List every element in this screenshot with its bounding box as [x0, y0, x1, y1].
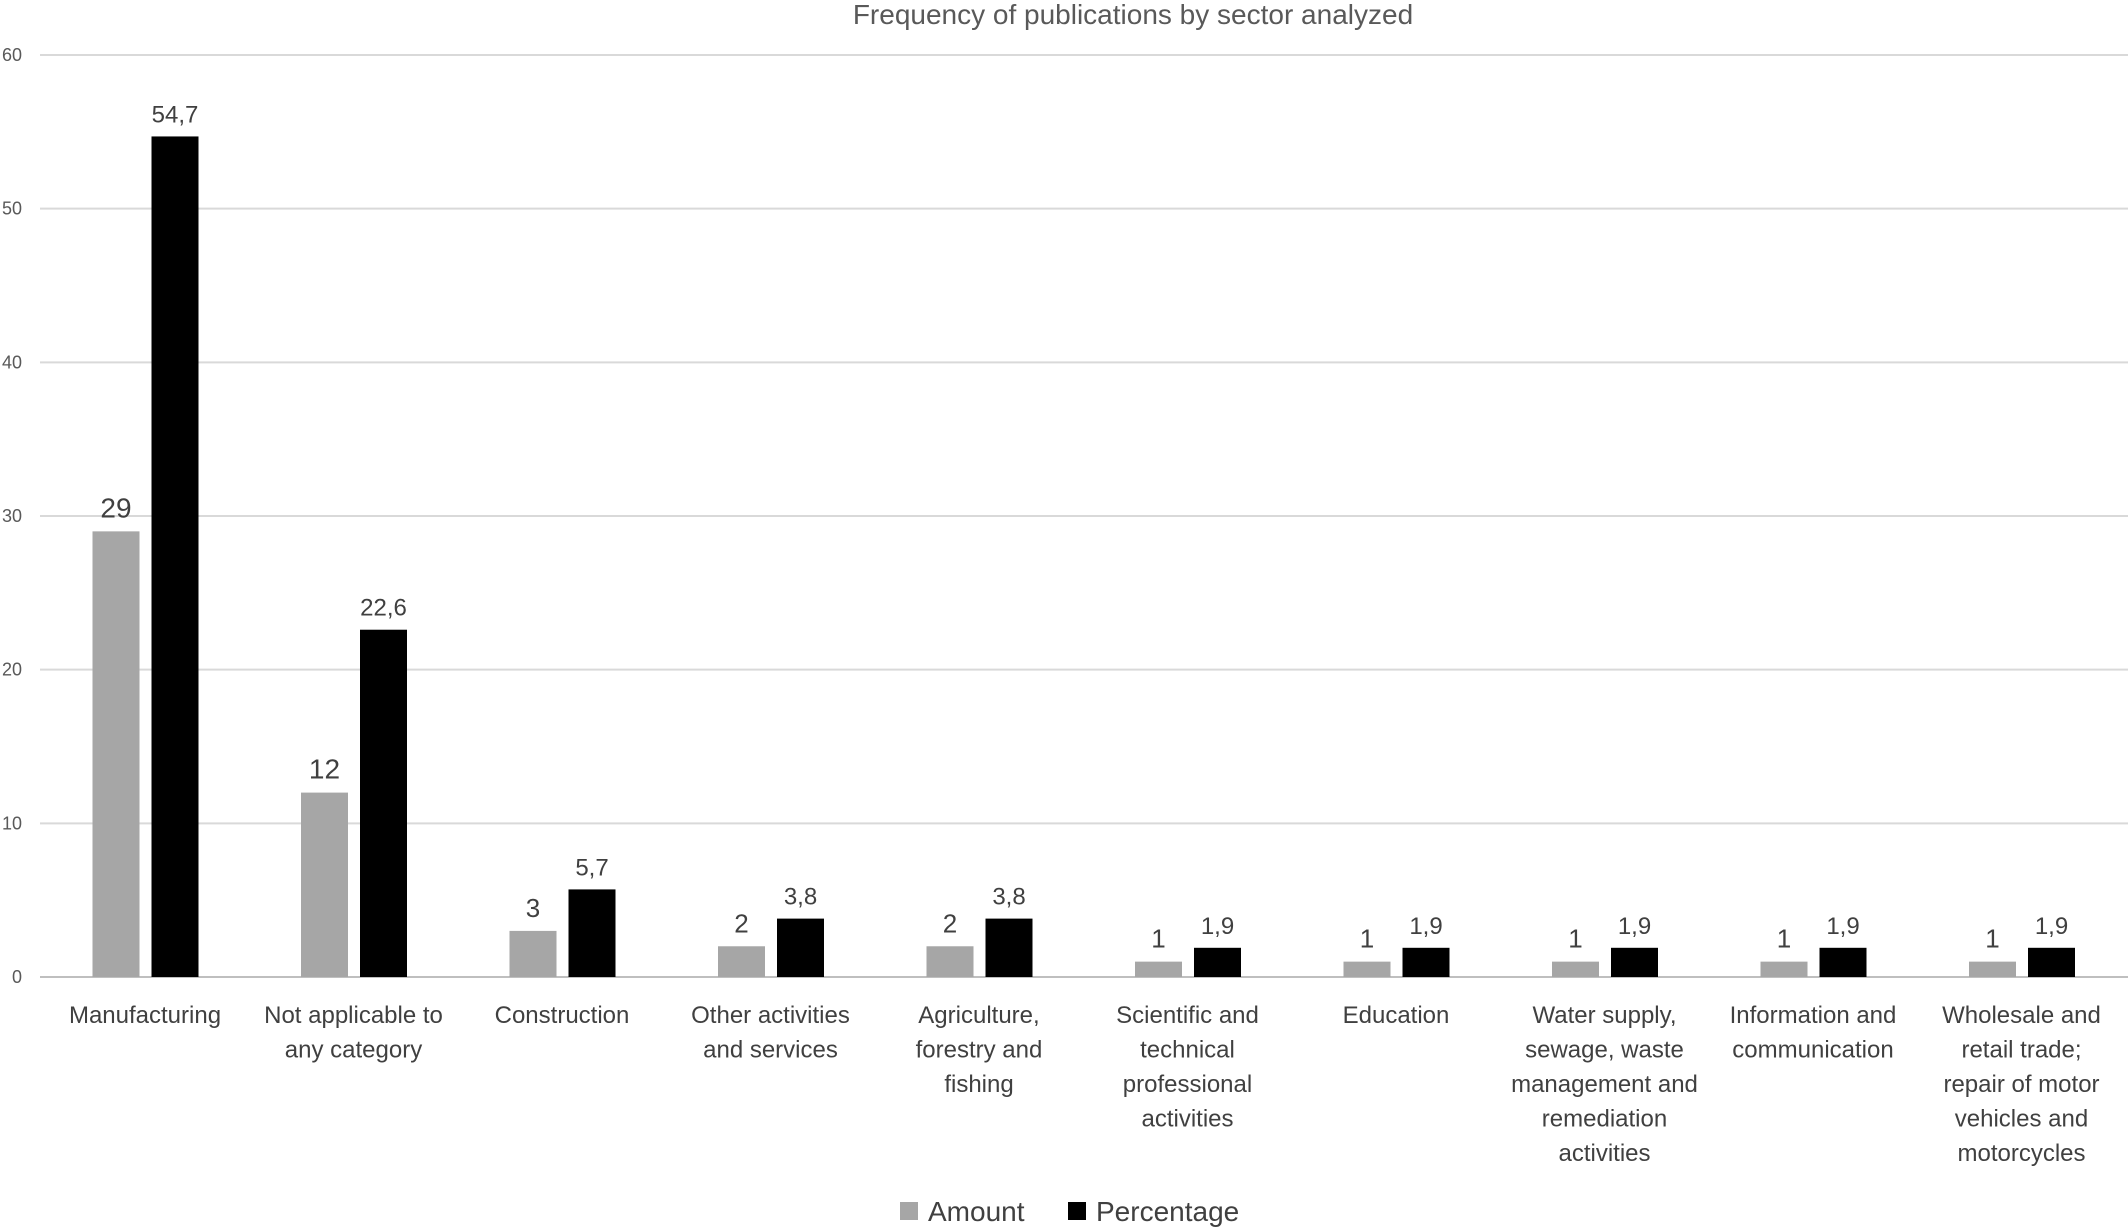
bar-percentage	[1194, 947, 1241, 977]
x-tick-label-line: motorcycles	[1957, 1140, 2085, 1167]
legend-swatch-amount	[900, 1202, 918, 1220]
x-tick-label-line: management and	[1511, 1071, 1698, 1098]
bar-percentage	[985, 918, 1033, 977]
x-tick-label-line: any category	[285, 1037, 422, 1064]
bar-amount	[1969, 961, 2016, 977]
x-tick-label: Water supply, sewage, waste management and…	[1511, 1002, 1698, 1167]
data-label-amount: 2	[943, 908, 957, 938]
y-axis-ticks: 0 10 20 30 40 50 60	[2, 45, 22, 987]
x-tick-label-line: activities	[1558, 1140, 1650, 1167]
x-tick-label-line: vehicles and	[1955, 1106, 2088, 1133]
x-tick-label-line: and services	[703, 1037, 838, 1064]
x-tick-label: Information and communication	[1730, 1002, 1897, 1064]
bar-percentage	[568, 889, 616, 977]
bar-amount	[301, 792, 348, 977]
legend: Amount Percentage	[900, 1196, 1239, 1227]
x-tick-label-line: Wholesale and	[1942, 1002, 2101, 1029]
legend-label-percentage: Percentage	[1096, 1196, 1239, 1227]
chart-title: Frequency of publications by sector anal…	[853, 0, 1413, 30]
bar-percentage	[360, 629, 407, 977]
bar-amount	[1135, 961, 1182, 977]
data-label-amount: 29	[100, 492, 131, 523]
x-tick-label: Other activities and services	[691, 1002, 850, 1064]
x-tick-label-line: Agriculture,	[918, 1002, 1039, 1029]
x-tick-label-line: Information and	[1730, 1002, 1897, 1029]
bar-percentage	[151, 136, 199, 977]
x-tick-label-line: communication	[1732, 1037, 1893, 1064]
data-label-percentage: 22,6	[360, 595, 407, 622]
data-label-amount: 1	[1777, 924, 1791, 954]
x-tick-label: Scientific and technical professional activ…	[1116, 1002, 1259, 1133]
data-label-percentage: 54,7	[152, 101, 199, 128]
bar-amount	[92, 531, 140, 977]
x-tick-label-line: Other activities	[691, 1002, 850, 1029]
x-tick-label-line: remediation	[1542, 1106, 1667, 1133]
y-tick-label: 40	[2, 352, 22, 372]
x-tick-label-line: fishing	[944, 1071, 1013, 1098]
bar-amount	[1552, 961, 1599, 977]
bars	[92, 136, 2075, 977]
data-label-amount: 1	[1151, 924, 1165, 954]
y-tick-label: 0	[12, 967, 22, 987]
x-tick-label-line: activities	[1141, 1106, 1233, 1133]
x-tick-label-line: Manufacturing	[69, 1002, 221, 1029]
x-tick-label: Agriculture, forestry and fishing	[916, 1002, 1043, 1098]
data-label-amount: 12	[309, 754, 340, 785]
bar-percentage	[2028, 947, 2075, 977]
data-label-percentage: 1,9	[1409, 913, 1442, 940]
data-label-percentage: 1,9	[1618, 913, 1651, 940]
x-tick-label-line: retail trade;	[1961, 1037, 2081, 1064]
gridlines	[40, 54, 2128, 978]
x-tick-label: Not applicable to any category	[264, 1002, 443, 1064]
data-label-percentage: 5,7	[575, 854, 608, 881]
x-tick-label-line: Not applicable to	[264, 1002, 443, 1029]
data-label-percentage: 3,8	[992, 884, 1025, 911]
data-label-percentage: 3,8	[784, 884, 817, 911]
x-tick-label-line: Education	[1343, 1002, 1450, 1029]
x-tick-label-line: Water supply,	[1532, 1002, 1676, 1029]
data-label-percentage: 1,9	[2035, 913, 2068, 940]
data-label-amount: 3	[526, 893, 540, 923]
data-label-percentage: 1,9	[1826, 913, 1859, 940]
bar-percentage	[777, 918, 824, 977]
bar-amount	[1343, 961, 1391, 977]
x-tick-label-line: sewage, waste	[1525, 1037, 1684, 1064]
data-labels: 29 12 3 2 2 1 1 1 1 1 54,7 22,6 5,7 3,8 3,8 1,9 1,9 1,9 1,…	[100, 101, 2068, 953]
bar-amount	[926, 946, 974, 977]
data-label-percentage: 1,9	[1201, 913, 1234, 940]
bar-amount	[718, 946, 765, 977]
data-label-amount: 1	[1985, 924, 1999, 954]
x-tick-label-line: Scientific and	[1116, 1002, 1259, 1029]
x-tick-label: Wholesale and retail trade; repair of moto…	[1942, 1002, 2101, 1167]
legend-swatch-percentage	[1068, 1202, 1086, 1220]
y-tick-label: 60	[2, 45, 22, 65]
bar-amount	[509, 930, 557, 977]
x-tick-label-line: forestry and	[916, 1037, 1043, 1064]
y-tick-label: 50	[2, 199, 22, 219]
x-tick-label: Construction	[495, 1002, 630, 1029]
y-tick-label: 30	[2, 506, 22, 526]
x-tick-label-line: technical	[1140, 1037, 1235, 1064]
data-label-amount: 1	[1568, 924, 1582, 954]
legend-label-amount: Amount	[928, 1196, 1025, 1227]
y-tick-label: 10	[2, 813, 22, 833]
x-tick-label-line: repair of motor	[1943, 1071, 2099, 1098]
x-tick-label: Manufacturing	[69, 1002, 221, 1029]
data-label-amount: 1	[1360, 924, 1374, 954]
data-label-amount: 2	[734, 908, 748, 938]
x-axis-ticks: Manufacturing Not applicable to any catego…	[69, 1002, 2101, 1167]
bar-percentage	[1402, 947, 1450, 977]
x-tick-label: Education	[1343, 1002, 1450, 1029]
x-tick-label-line: professional	[1123, 1071, 1252, 1098]
x-tick-label-line: Construction	[495, 1002, 630, 1029]
bar-percentage	[1611, 947, 1658, 977]
y-tick-label: 20	[2, 660, 22, 680]
bar-percentage	[1819, 947, 1867, 977]
bar-amount	[1760, 961, 1808, 977]
